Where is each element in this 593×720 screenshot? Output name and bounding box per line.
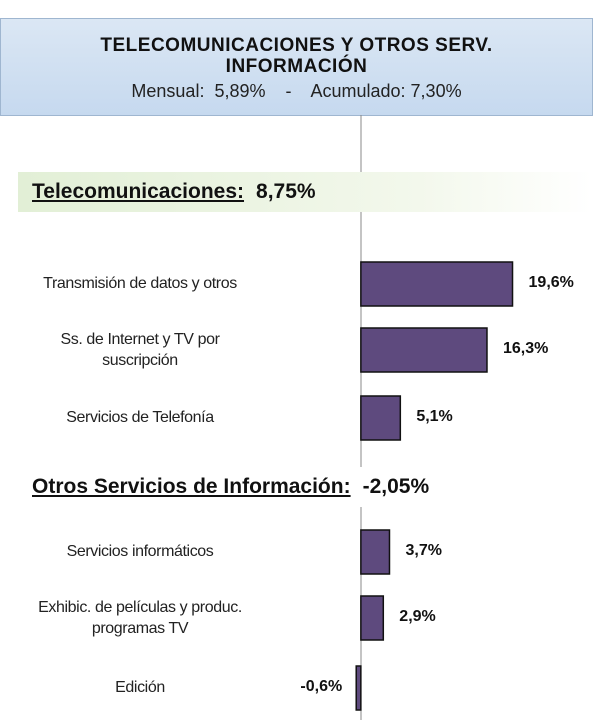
category-label: Edición — [115, 679, 165, 696]
group-title: Telecomunicaciones: — [32, 180, 245, 203]
value-label: 3,7% — [405, 542, 442, 559]
bar — [355, 665, 362, 711]
chart-subtitle: Mensual: 5,89% - Acumulado: 7,30% — [131, 81, 462, 101]
value-label: 16,3% — [502, 340, 549, 357]
category-label: Exhibic. de películas y produc. programa… — [38, 599, 242, 637]
bar — [360, 529, 391, 575]
group-title: Otros Servicios de Información: — [32, 475, 351, 498]
value-label: 5,1% — [416, 408, 453, 425]
bar — [360, 395, 402, 441]
bar — [360, 261, 514, 307]
group-total: -2,05% — [362, 475, 430, 498]
value-label: -0,6% — [300, 678, 343, 695]
category-label: Servicios informáticos — [66, 543, 214, 560]
bar — [360, 595, 385, 641]
value-label: 19,6% — [528, 274, 574, 291]
chart-title: TELECOMUNICACIONES Y OTROS SERV. INFORMA… — [100, 35, 493, 77]
category-label: Servicios de Telefonía — [66, 409, 214, 426]
category-label: Transmisión de datos y otros — [43, 275, 237, 292]
bar — [360, 327, 488, 373]
category-label: Ss. de Internet y TV por suscripción — [60, 331, 220, 369]
group-total: 8,75% — [256, 180, 316, 203]
value-label: 2,9% — [399, 608, 436, 625]
title-box: TELECOMUNICACIONES Y OTROS SERV. INFORMA… — [0, 18, 593, 116]
group-header: Telecomunicaciones: 8,75% — [18, 172, 592, 212]
group-header: Otros Servicios de Información: -2,05% — [18, 467, 542, 507]
